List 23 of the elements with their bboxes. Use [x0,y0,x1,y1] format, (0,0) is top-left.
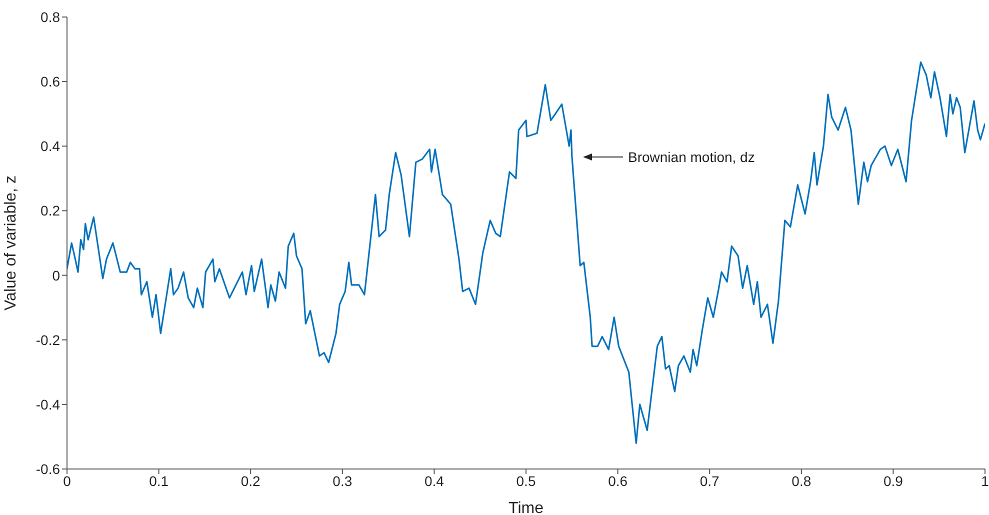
y-tick-label: 0.8 [40,8,60,25]
y-tick-label: 0.6 [40,74,60,90]
y-tick-label: 0.2 [40,202,60,219]
x-tick-label: 0.2 [240,472,261,489]
y-tick-label: 0.4 [40,138,60,154]
x-tick-label: 0.6 [608,472,628,489]
x-tick-label: 0.1 [149,472,169,489]
line-series [67,61,985,444]
x-tick-label: 0.5 [516,472,536,489]
y-tick-label: 0 [52,267,60,284]
x-tick-label: 0 [63,472,72,489]
annotation: Brownian motion, dz [628,149,755,165]
x-tick-label: 0.9 [883,472,904,489]
y-tick-label: -0.6 [36,460,60,477]
y-axis-title: Value of variable, z [2,176,20,310]
x-tick-label: 0.7 [700,472,720,489]
x-tick-label: 0.4 [424,472,444,489]
x-tick-label: 0.3 [332,472,352,489]
y-tick-label: -0.4 [36,396,60,412]
x-axis-title: Time [508,500,544,515]
x-tick-label: 0.8 [792,472,812,489]
x-tick-label: 1 [981,472,989,489]
y-tick-label: -0.2 [36,332,60,348]
